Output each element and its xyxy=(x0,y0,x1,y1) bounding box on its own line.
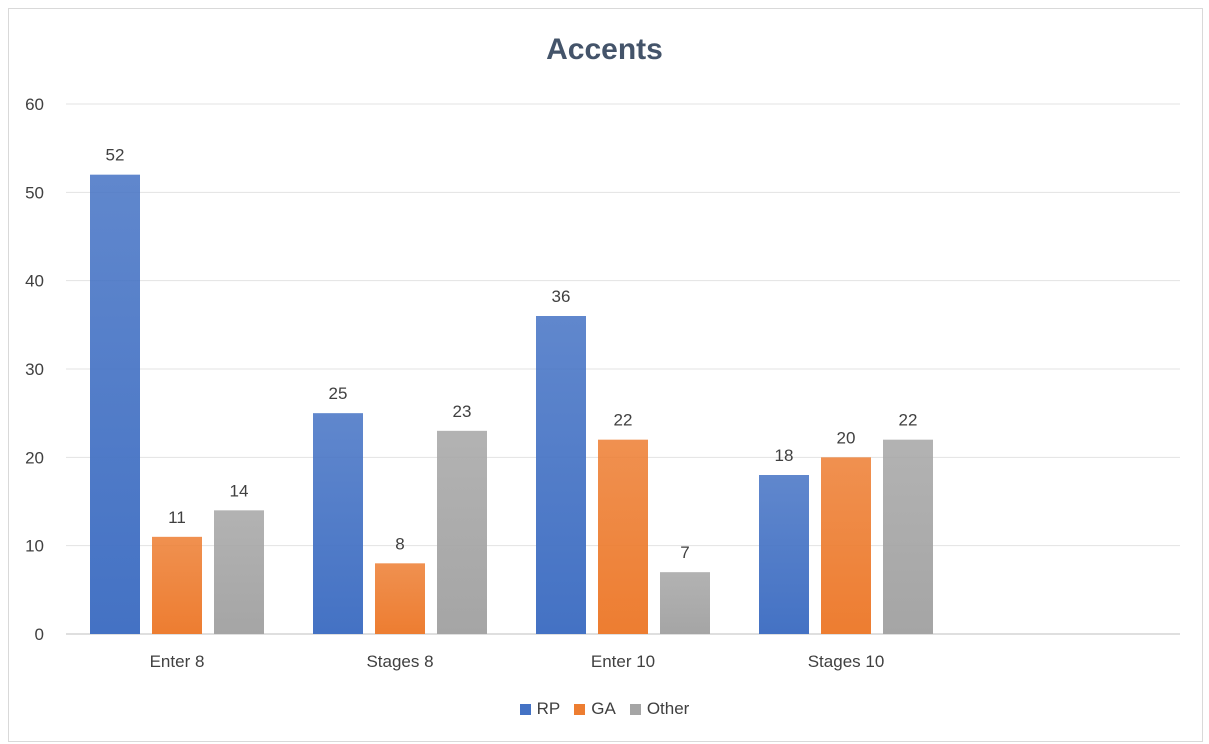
data-label-other-2: 7 xyxy=(680,543,689,562)
legend-label-ga: GA xyxy=(591,699,616,718)
legend-label-rp: RP xyxy=(536,699,561,718)
y-tick-label-0: 0 xyxy=(35,625,44,644)
x-tick-label-3: Stages 10 xyxy=(808,652,885,671)
legend-swatch-ga xyxy=(574,703,586,715)
bar-ga-1 xyxy=(375,563,425,634)
data-label-other-1: 23 xyxy=(453,402,472,421)
data-label-rp-2: 36 xyxy=(552,287,571,306)
data-label-ga-3: 20 xyxy=(837,428,856,447)
y-tick-label-10: 10 xyxy=(25,537,44,556)
y-tick-label-30: 30 xyxy=(25,360,44,379)
data-label-rp-0: 52 xyxy=(106,146,125,165)
data-label-other-0: 14 xyxy=(230,481,249,500)
y-tick-label-50: 50 xyxy=(25,183,44,202)
chart-title: Accents xyxy=(546,33,663,66)
x-tick-label-0: Enter 8 xyxy=(150,652,205,671)
legend-item-ga: GA xyxy=(574,699,616,719)
bar-rp-1 xyxy=(313,413,363,634)
legend-swatch-rp xyxy=(519,703,531,715)
bar-ga-3 xyxy=(821,457,871,634)
data-label-other-3: 22 xyxy=(899,411,918,430)
y-tick-label-40: 40 xyxy=(25,272,44,291)
data-label-ga-2: 22 xyxy=(614,411,633,430)
legend-swatch-other xyxy=(629,703,641,715)
data-label-rp-1: 25 xyxy=(329,384,348,403)
legend-item-other: Other xyxy=(629,699,690,719)
bar-other-2 xyxy=(660,572,710,634)
legend-label-other: Other xyxy=(646,699,690,718)
bar-ga-2 xyxy=(598,439,648,634)
bar-other-1 xyxy=(437,430,487,634)
y-tick-label-60: 60 xyxy=(25,95,44,114)
data-label-ga-1: 8 xyxy=(395,534,404,553)
bar-other-3 xyxy=(883,439,933,634)
y-tick-label-20: 20 xyxy=(25,448,44,467)
bar-other-0 xyxy=(214,510,264,634)
bar-ga-0 xyxy=(152,536,202,634)
legend-item-rp: RP xyxy=(519,699,561,719)
data-label-rp-3: 18 xyxy=(775,446,794,465)
bar-rp-2 xyxy=(536,316,586,634)
legend: RP GA Other xyxy=(0,699,1209,719)
x-tick-label-2: Enter 10 xyxy=(591,652,655,671)
data-label-ga-0: 11 xyxy=(168,508,186,527)
bar-rp-3 xyxy=(759,475,809,634)
x-tick-label-1: Stages 8 xyxy=(366,652,433,671)
bar-rp-0 xyxy=(90,174,140,634)
